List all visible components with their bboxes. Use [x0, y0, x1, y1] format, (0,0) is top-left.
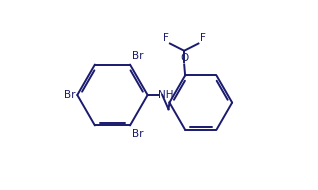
Text: F: F	[200, 32, 206, 43]
Text: F: F	[162, 32, 169, 43]
Text: O: O	[180, 53, 188, 63]
Text: NH: NH	[158, 90, 174, 100]
Text: Br: Br	[64, 90, 75, 100]
Text: Br: Br	[132, 51, 144, 61]
Text: Br: Br	[132, 129, 144, 139]
